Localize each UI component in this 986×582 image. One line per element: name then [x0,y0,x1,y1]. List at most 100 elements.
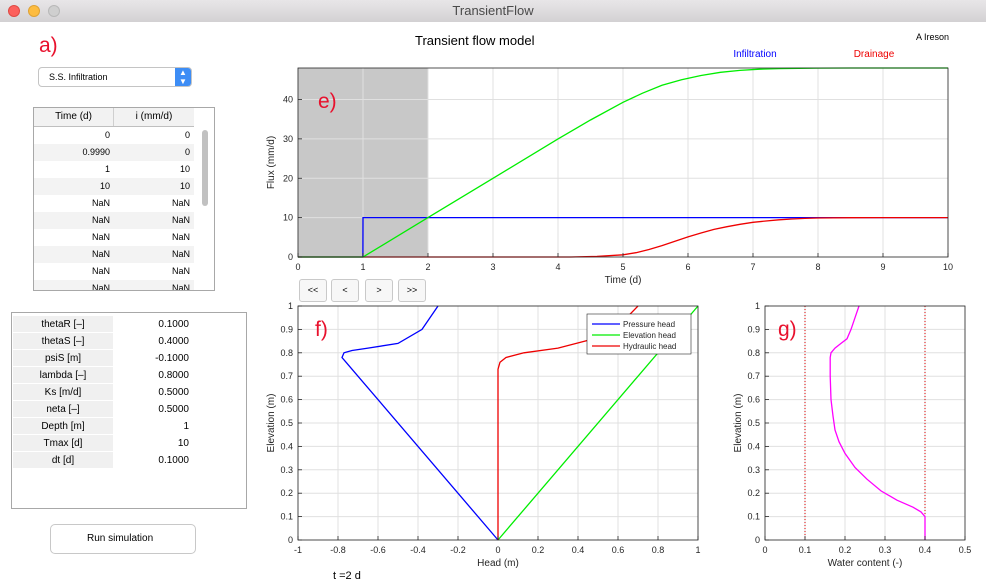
time-cell[interactable]: 0.9990 [82,147,110,157]
param-value[interactable]: 1 [183,421,189,432]
y-tick-label: 0.7 [747,371,760,381]
infiltration-cell[interactable]: NaN [171,283,190,291]
param-value[interactable]: 0.5000 [158,404,189,415]
infiltration-cell[interactable]: 0 [184,130,190,140]
table-row[interactable]: 0.9990 0 [34,144,194,161]
table-row[interactable]: NaN NaN [34,263,194,280]
y-tick-label: 0.6 [280,395,293,405]
y-tick-label: 0.9 [280,324,293,334]
time-cell[interactable]: NaN [91,232,110,242]
param-row: dt [d] 0.1000 [13,452,201,469]
scenario-dropdown-value: S.S. Infiltration [49,72,108,82]
table-row[interactable]: 10 10 [34,178,194,195]
infiltration-cell[interactable]: 10 [179,164,190,174]
x-axis-label: Water content (-) [828,558,903,569]
run-simulation-button[interactable]: Run simulation [50,524,196,554]
y-axis-label: Elevation (m) [733,394,744,453]
y-tick-label: 30 [283,134,293,144]
close-window-button[interactable] [8,5,20,17]
y-tick-label: 10 [283,213,293,223]
param-value[interactable]: 0.1000 [158,319,189,330]
param-label: psiS [m] [13,350,113,367]
param-value[interactable]: 0.4000 [158,336,189,347]
y-tick-label: 0 [288,535,293,545]
x-tick-label: 0.2 [839,545,852,555]
x-tick-label: -1 [294,545,302,555]
param-value[interactable]: 0.5000 [158,387,189,398]
param-label: lambda [–] [13,367,113,384]
infiltration-cell[interactable]: 10 [179,181,190,191]
next-step-button[interactable]: > [365,279,393,302]
dropdown-arrow-down: ▼ [179,77,187,86]
dropdown-arrows-icon[interactable]: ▲ ▼ [175,68,191,86]
y-tick-label: 20 [283,173,293,183]
app-content: a) b) c) d) e) f) g) S.S. Infiltration ▲… [0,22,986,582]
flux-legend: Infiltration Drainage [733,49,894,60]
series-line-pressure-head [341,305,499,541]
infiltration-cell[interactable]: 0 [184,147,190,157]
y-tick-label: 0.2 [747,488,760,498]
annotation-g: g) [778,318,797,341]
first-step-button[interactable]: << [299,279,327,302]
y-tick-label: 0.3 [280,465,293,475]
window-title: TransientFlow [452,3,534,18]
legend-entry: Hydraulic head [623,342,676,351]
infiltration-cell[interactable]: NaN [171,215,190,225]
scenario-dropdown[interactable]: S.S. Infiltration ▲ ▼ [38,67,192,87]
y-axis-label: Elevation (m) [266,394,277,453]
maximize-window-button[interactable] [48,5,60,17]
param-row: thetaS [–] 0.4000 [13,333,201,350]
y-tick-label: 0.2 [280,488,293,498]
param-row: thetaR [–] 0.1000 [13,316,201,333]
infiltration-cell[interactable]: NaN [171,232,190,242]
parameters-table[interactable]: thetaR [–] 0.1000 thetaS [–] 0.4000 psiS [m]… [11,312,247,509]
previous-step-button[interactable]: < [331,279,359,302]
y-tick-label: 1 [288,301,293,311]
x-tick-label: 0.1 [799,545,812,555]
table-row[interactable]: NaN NaN [34,280,194,291]
infiltration-cell[interactable]: NaN [171,266,190,276]
y-tick-label: 0.9 [747,324,760,334]
param-value[interactable]: 0.8000 [158,370,189,381]
time-label: t =2 d [333,570,361,582]
annotation-a: a) [39,34,58,57]
time-cell[interactable]: NaN [91,215,110,225]
table-row[interactable]: NaN NaN [34,246,194,263]
time-cell[interactable]: 1 [104,164,110,174]
minimize-window-button[interactable] [28,5,40,17]
author-label: A Ireson [916,32,950,42]
time-cell[interactable]: 10 [99,181,110,191]
legend-entry: Pressure head [623,320,675,329]
x-tick-label: -0.6 [370,545,386,555]
y-tick-label: 0.5 [280,418,293,428]
param-row: lambda [–] 0.8000 [13,367,201,384]
time-cell[interactable]: 0 [104,130,110,140]
time-cell[interactable]: NaN [91,266,110,276]
x-tick-label: 0.4 [919,545,932,555]
time-cell[interactable]: NaN [91,283,110,291]
y-tick-label: 0.3 [747,465,760,475]
table-row[interactable]: 1 10 [34,161,194,178]
table-header: Time (d) i (mm/d) [34,108,194,127]
infiltration-table[interactable]: Time (d) i (mm/d) 0 0 0.9990 0 1 10 10 10 NaN NaN… [33,107,215,291]
param-value[interactable]: -0.1000 [155,353,189,364]
y-tick-label: 0 [755,535,760,545]
param-value[interactable]: 10 [177,438,189,449]
column-header-infiltration: i (mm/d) [135,111,173,122]
last-step-button[interactable]: >> [398,279,426,302]
x-tick-label: 10 [943,262,953,272]
infiltration-cell[interactable]: NaN [171,198,190,208]
y-tick-label: 40 [283,95,293,105]
time-cell[interactable]: NaN [91,198,110,208]
table-row[interactable]: NaN NaN [34,195,194,212]
table-row[interactable]: NaN NaN [34,229,194,246]
time-cell[interactable]: NaN [91,249,110,259]
table-scrollbar[interactable] [202,130,208,206]
series-line-drainage [298,216,948,258]
y-tick-label: 0.4 [280,441,293,451]
table-row[interactable]: NaN NaN [34,212,194,229]
x-tick-label: 9 [880,262,885,272]
infiltration-cell[interactable]: NaN [171,249,190,259]
param-value[interactable]: 0.1000 [158,455,189,466]
